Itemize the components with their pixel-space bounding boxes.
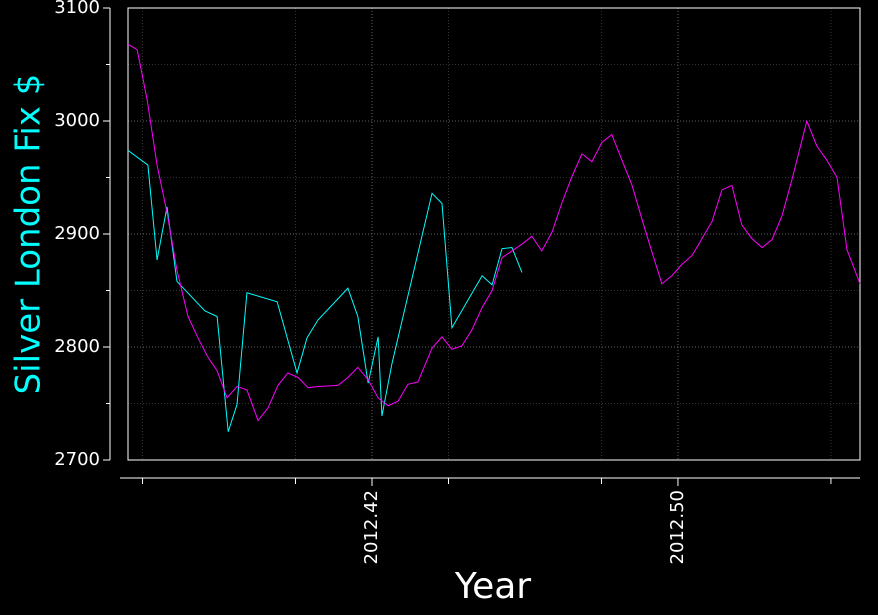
plot-frame bbox=[127, 7, 861, 461]
y-tick-label: 3000 bbox=[54, 110, 100, 131]
series-line bbox=[127, 43, 861, 422]
y-tick-label: 2800 bbox=[54, 336, 100, 357]
y-tick-label: 2900 bbox=[54, 223, 100, 244]
x-tick-label: 2012.42 bbox=[361, 490, 382, 564]
y-tick-label: 3100 bbox=[54, 0, 100, 18]
series-line bbox=[127, 149, 523, 432]
y-tick-label: 2700 bbox=[54, 449, 100, 470]
x-tick-label: 2012.50 bbox=[667, 490, 688, 564]
x-axis-title: Year bbox=[454, 566, 531, 607]
y-axis-title: Silver London Fix $ bbox=[9, 74, 49, 395]
